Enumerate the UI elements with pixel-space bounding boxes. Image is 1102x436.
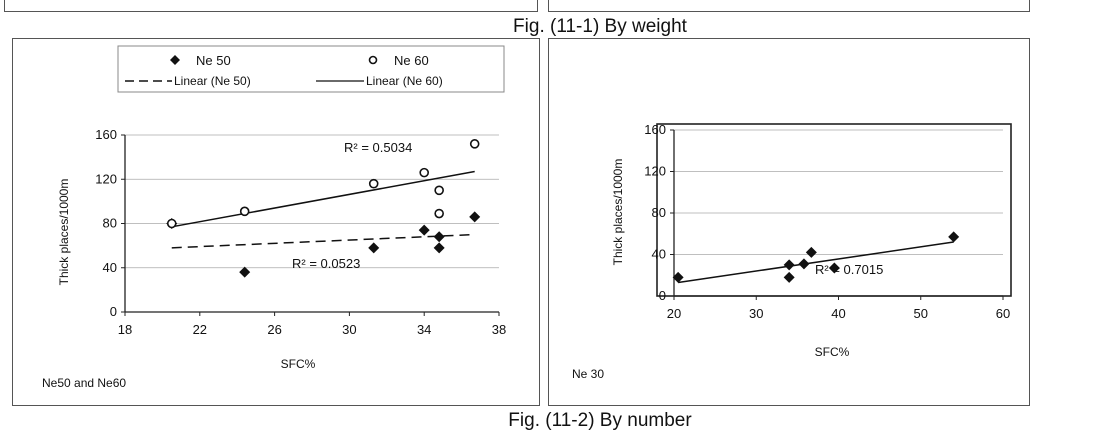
left-legend: Ne 50 Ne 60 Linear (Ne 50) Linear (Ne 60…	[117, 45, 505, 93]
right-ytick-label: 40	[652, 247, 666, 262]
right-xtick-label: 40	[831, 306, 845, 321]
right-ylabel: Thick places/1000m	[611, 159, 625, 266]
left-chart: Ne 50 Ne 60 Linear (Ne 50) Linear (Ne 60…	[42, 45, 506, 390]
left-xlabel: SFC%	[281, 357, 316, 371]
left-point-diamond	[433, 242, 445, 254]
right-point-diamond	[805, 246, 817, 258]
left-point-open-circle	[368, 178, 379, 189]
left-xtick-label: 26	[267, 322, 281, 337]
left-xtick-label: 22	[193, 322, 207, 337]
left-points	[166, 139, 481, 278]
left-point-open-circle	[434, 208, 444, 219]
right-ytick-label: 80	[652, 205, 666, 220]
caption-top: Fig. (11-1) By weight	[513, 16, 687, 37]
right-panel-frame	[548, 38, 1030, 406]
right-point-diamond	[948, 231, 960, 243]
left-trendline-dashed	[171, 233, 475, 249]
right-grid	[674, 129, 1003, 255]
right-ytick-label: 0	[659, 288, 666, 303]
left-ytick-label: 120	[95, 171, 117, 186]
right-xtick-label: 20	[667, 306, 681, 321]
top-panel-strip-right	[548, 0, 1030, 12]
right-point-diamond	[798, 258, 810, 270]
left-point-open-circle	[434, 185, 444, 196]
left-ytick-label: 0	[110, 304, 117, 319]
right-point-diamond	[828, 262, 840, 274]
right-r2: R² = 0.7015	[815, 262, 883, 277]
left-r2-ne50: R² = 0.0523	[292, 256, 360, 271]
left-xtick-label: 30	[342, 322, 356, 337]
right-axes: 0 40 80 120 160 20 30 40 50 60	[644, 122, 1010, 321]
left-trendlines	[171, 170, 475, 249]
right-point-diamond	[783, 271, 795, 283]
legend-ne60-label: Ne 60	[394, 53, 429, 68]
left-point-open-circle	[419, 167, 430, 178]
right-xtick-label: 50	[914, 306, 928, 321]
left-panel-label: Ne50 and Ne60	[42, 376, 126, 390]
right-point-diamond	[783, 259, 795, 271]
caption-bottom: Fig. (11-2) By number	[508, 410, 692, 431]
legend-linear-ne50-label: Linear (Ne 50)	[174, 74, 251, 88]
top-panel-strip-left	[4, 0, 538, 12]
legend-ne60-marker	[368, 55, 378, 65]
right-xlabel: SFC%	[815, 345, 850, 359]
right-trendlines	[678, 241, 954, 284]
left-axes: 0 40 80 120 160 18 22 26 30 34 38	[95, 127, 506, 337]
legend-ne50-marker	[170, 55, 180, 65]
right-point-diamond	[672, 271, 684, 283]
right-trendline-solid	[678, 241, 954, 284]
left-point-diamond	[418, 224, 430, 236]
left-point-diamond	[469, 211, 481, 223]
right-xtick-label: 60	[996, 306, 1010, 321]
left-ylabel: Thick places/1000m	[57, 179, 71, 286]
right-ytick-label: 160	[644, 122, 666, 137]
left-point-open-circle	[469, 139, 480, 149]
legend-linear-ne60-label: Linear (Ne 60)	[366, 74, 443, 88]
right-points	[672, 231, 960, 283]
left-point-diamond	[368, 242, 380, 254]
left-point-open-circle	[239, 206, 250, 217]
left-xtick-label: 34	[417, 322, 431, 337]
left-ytick-label: 80	[103, 216, 117, 231]
left-point-diamond	[433, 231, 445, 243]
right-panel-label: Ne 30	[572, 367, 604, 381]
left-panel-frame	[12, 38, 540, 406]
right-ytick-label: 120	[644, 164, 666, 179]
left-ytick-label: 40	[103, 260, 117, 275]
left-ytick-label: 160	[95, 127, 117, 142]
left-xtick-label: 38	[492, 322, 506, 337]
legend-ne50-label: Ne 50	[196, 53, 231, 68]
left-xtick-label: 18	[118, 322, 132, 337]
left-r2-ne60: R² = 0.5034	[344, 140, 412, 155]
right-xtick-label: 30	[749, 306, 763, 321]
left-point-diamond	[239, 266, 251, 278]
right-chart: 0 40 80 120 160 20 30 40 50 60 R² = 0.7015 SFC% T…	[572, 122, 1012, 381]
left-point-open-circle	[166, 218, 177, 229]
left-trendline-solid	[171, 170, 475, 228]
